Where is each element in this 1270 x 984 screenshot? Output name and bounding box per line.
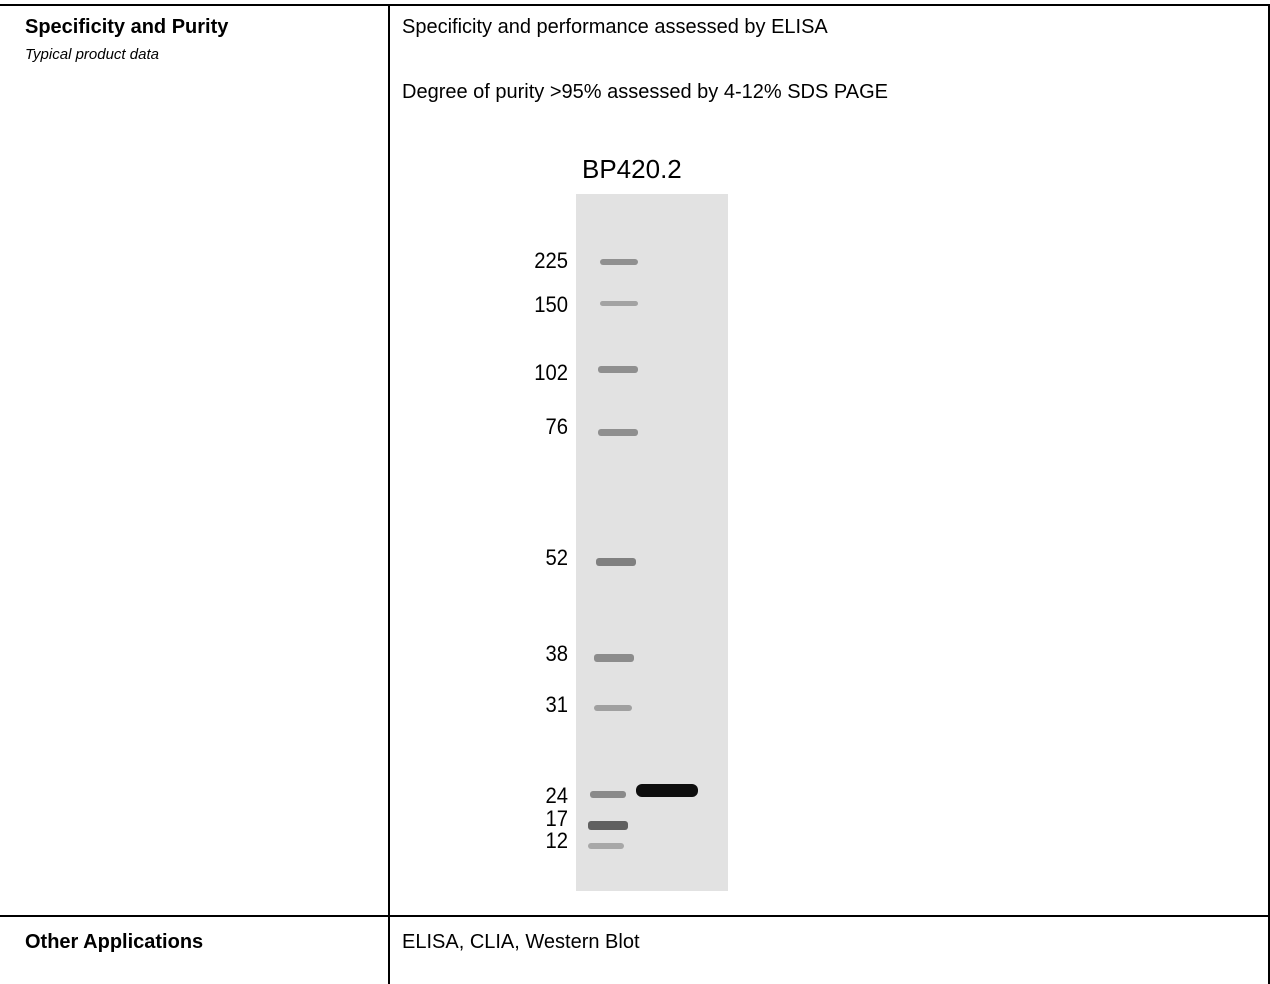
mw-label: 76 xyxy=(545,414,568,439)
ladder-band xyxy=(594,705,632,711)
row-divider xyxy=(0,915,1270,917)
row-label-specificity: Specificity and Purity xyxy=(25,16,229,38)
ladder-band xyxy=(598,429,638,436)
ladder-band xyxy=(588,843,624,849)
mw-label: 102 xyxy=(534,360,568,385)
mw-label: 225 xyxy=(534,248,568,273)
row-sublabel: Typical product data xyxy=(25,46,159,63)
purity-text: Degree of purity >95% assessed by 4-12% … xyxy=(402,81,888,103)
ladder-band xyxy=(590,791,626,798)
table-top-border xyxy=(0,4,1270,6)
mw-label: 17 xyxy=(545,806,568,831)
ladder-band xyxy=(588,821,628,830)
mw-label: 52 xyxy=(545,545,568,570)
applications-text: ELISA, CLIA, Western Blot xyxy=(402,931,640,953)
table-right-border xyxy=(1268,4,1270,984)
sds-page-gel-image xyxy=(576,194,728,891)
gel-title: BP420.2 xyxy=(582,154,682,184)
ladder-band xyxy=(594,654,634,662)
column-divider xyxy=(388,4,390,984)
mw-label: 150 xyxy=(534,292,568,317)
ladder-band xyxy=(598,366,638,373)
sample-band xyxy=(636,784,698,797)
mw-label: 38 xyxy=(545,641,568,666)
mw-label: 31 xyxy=(545,692,568,717)
ladder-band xyxy=(596,558,636,566)
specificity-text: Specificity and performance assessed by … xyxy=(402,16,828,38)
mw-label: 12 xyxy=(545,828,568,853)
mw-label: 24 xyxy=(545,783,568,808)
row-label-other-applications: Other Applications xyxy=(25,931,204,953)
ladder-band xyxy=(600,301,638,306)
ladder-band xyxy=(600,259,638,265)
